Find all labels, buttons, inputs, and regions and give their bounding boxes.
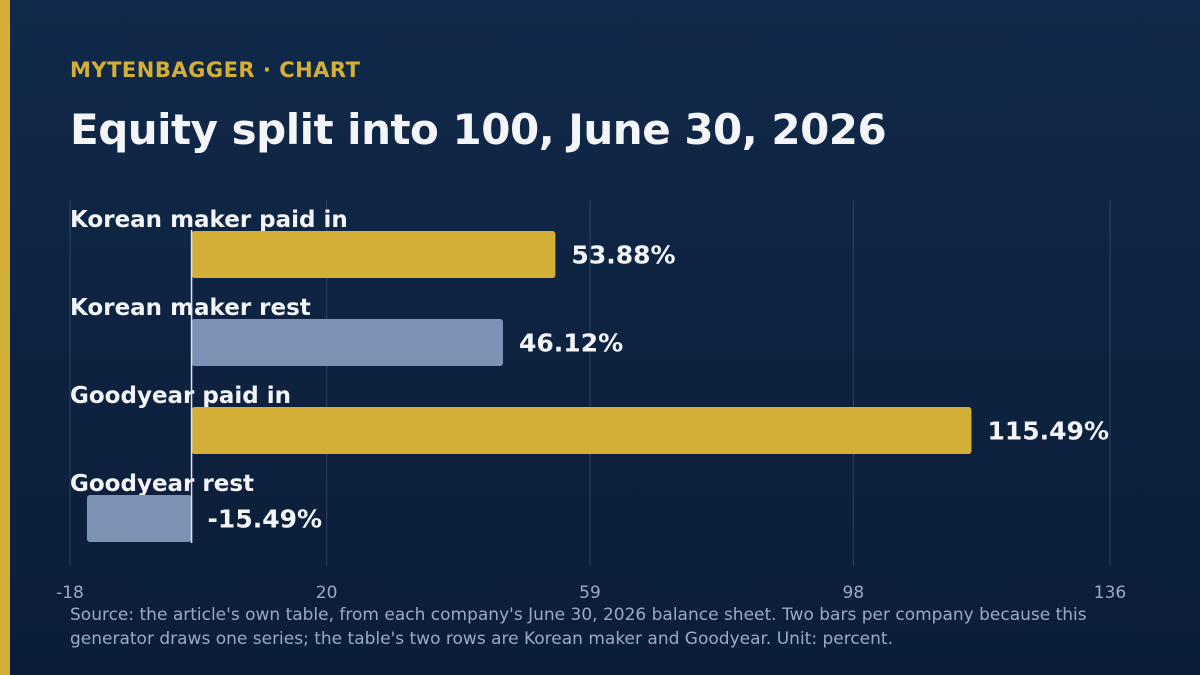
chart-title: Equity split into 100, June 30, 2026 xyxy=(70,105,887,154)
x-tick-label: 98 xyxy=(843,583,865,603)
category-label: Korean maker paid in xyxy=(70,207,348,233)
value-label: 53.88% xyxy=(571,241,675,270)
value-label: -15.49% xyxy=(208,505,323,534)
source-note: Source: the article's own table, from ea… xyxy=(70,605,1087,649)
x-tick-label: 59 xyxy=(579,583,601,603)
x-tick-label: 136 xyxy=(1094,583,1126,603)
bar xyxy=(191,231,556,278)
bar xyxy=(191,319,504,366)
category-label: Goodyear paid in xyxy=(70,383,291,409)
category-label: Korean maker rest xyxy=(70,295,311,321)
accent-stripe xyxy=(0,0,10,675)
category-label: Goodyear rest xyxy=(70,471,254,497)
bar xyxy=(191,407,972,454)
bar xyxy=(86,495,192,542)
chart-kicker: MYTENBAGGER · CHART xyxy=(70,58,361,82)
x-tick-label: -18 xyxy=(56,583,84,603)
x-tick-label: 20 xyxy=(316,583,338,603)
value-label: 115.49% xyxy=(987,417,1109,446)
value-label: 46.12% xyxy=(519,329,623,358)
